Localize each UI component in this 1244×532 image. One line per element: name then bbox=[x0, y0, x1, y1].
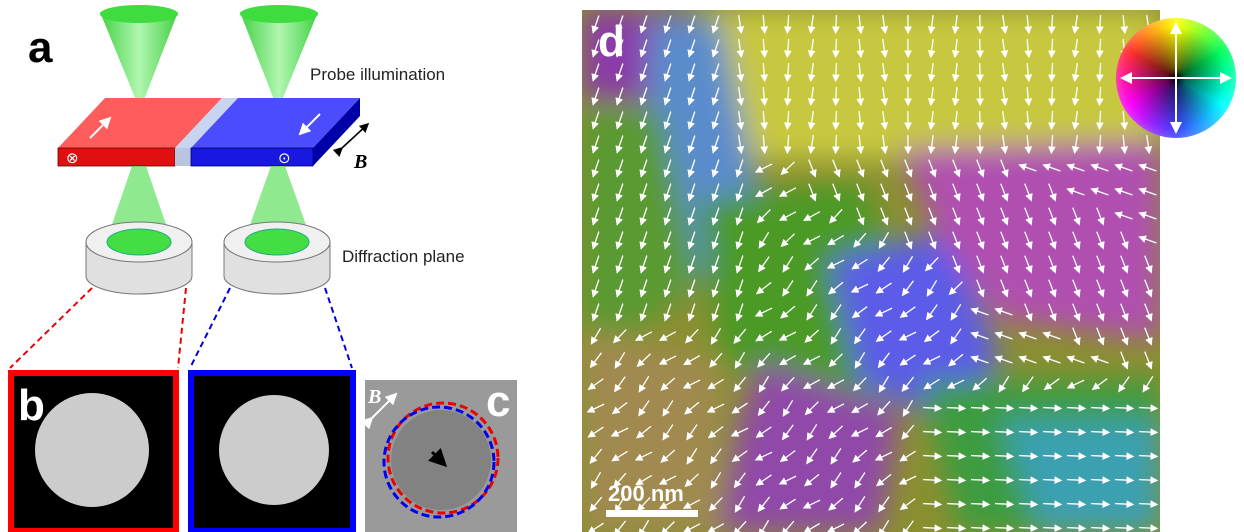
magnetization-arrow bbox=[971, 456, 989, 457]
magnetization-arrow bbox=[1091, 456, 1109, 457]
magnetization-arrow bbox=[995, 480, 1013, 481]
annotation: Probe illumination bbox=[310, 65, 445, 84]
field-label: B bbox=[367, 386, 381, 408]
magnetization-arrow bbox=[947, 432, 965, 433]
diffraction-disk bbox=[219, 395, 329, 505]
magnetization-arrow bbox=[1115, 528, 1133, 529]
magnetization-arrow bbox=[1043, 432, 1061, 433]
magnetization-arrow bbox=[947, 504, 965, 505]
magnetization-arrow bbox=[923, 504, 941, 505]
magnetization-arrow bbox=[836, 39, 837, 57]
magnetization-arrow bbox=[995, 408, 1013, 409]
magnetization-arrow bbox=[971, 504, 989, 505]
scale-bar-label: 200 nm bbox=[608, 481, 684, 506]
magnetization-arrow bbox=[1043, 528, 1061, 529]
magnetization-arrow bbox=[1139, 480, 1157, 481]
magnetization-arrow bbox=[1067, 480, 1085, 481]
magnetization-arrow bbox=[1067, 528, 1085, 529]
magnetization-arrow bbox=[836, 15, 837, 33]
magnetization-arrow bbox=[1139, 408, 1157, 409]
color-wheel bbox=[1116, 18, 1236, 138]
magnetization-arrow bbox=[1019, 528, 1037, 529]
magnetization-arrow bbox=[971, 480, 989, 481]
figure-canvas: a Probe illumination Diffraction plane B… bbox=[0, 0, 1244, 532]
magnetization-arrow bbox=[1115, 456, 1133, 457]
magnetization-arrow bbox=[995, 456, 1013, 457]
magnetization-arrow bbox=[1139, 456, 1157, 457]
magnetization-arrow bbox=[836, 135, 837, 153]
magnetization-arrow bbox=[971, 408, 989, 409]
magnetization-arrow bbox=[1043, 408, 1061, 409]
magnetization-arrow bbox=[1115, 432, 1133, 433]
magnetization-arrow bbox=[1091, 408, 1109, 409]
magnetization-arrow bbox=[1115, 408, 1133, 409]
annotation: Diffraction plane bbox=[342, 247, 465, 266]
magnetization-arrow bbox=[836, 87, 837, 105]
magnetization-arrow bbox=[947, 528, 965, 529]
magnetization-arrow bbox=[1019, 408, 1037, 409]
magnetization-arrow bbox=[923, 432, 941, 433]
panel-label: a bbox=[28, 23, 53, 72]
magnetization-arrow bbox=[1019, 432, 1037, 433]
magnetization-arrow bbox=[995, 504, 1013, 505]
magnetization-arrow bbox=[1091, 432, 1109, 433]
magnetization-arrow bbox=[947, 480, 965, 481]
magnetization-arrow bbox=[1091, 528, 1109, 529]
magnetization-arrow bbox=[1019, 504, 1037, 505]
magnetization-arrow bbox=[923, 480, 941, 481]
field-label: B bbox=[353, 151, 367, 173]
schematic bbox=[10, 5, 368, 368]
magnetization-arrow bbox=[995, 432, 1013, 433]
magnetization-arrow bbox=[1067, 504, 1085, 505]
magnetization-arrow bbox=[971, 528, 989, 529]
panel-label: b bbox=[18, 381, 45, 430]
magnetization-arrow bbox=[836, 63, 837, 81]
magnetization-arrow bbox=[1043, 456, 1061, 457]
magnetization-arrow bbox=[1091, 504, 1109, 505]
diffraction-disk bbox=[35, 393, 149, 507]
magnetization-arrow bbox=[1115, 480, 1133, 481]
magnetization-arrow bbox=[1139, 504, 1157, 505]
magnetization-arrow bbox=[1115, 504, 1133, 505]
domain-symbol: ⊗ bbox=[66, 150, 79, 167]
panel-label: d bbox=[598, 17, 625, 66]
scale-bar bbox=[606, 510, 698, 517]
magnetization-arrow bbox=[923, 528, 941, 529]
magnetization-arrow bbox=[1019, 456, 1037, 457]
magnetization-arrow bbox=[947, 456, 965, 457]
magnetization-arrow bbox=[947, 408, 965, 409]
magnetization-arrow bbox=[1139, 528, 1157, 529]
magnetization-arrow bbox=[971, 432, 989, 433]
magnetization-arrow bbox=[1067, 456, 1085, 457]
magnetization-arrow bbox=[1019, 480, 1037, 481]
magnetization-arrow bbox=[923, 456, 941, 457]
magnetization-arrow bbox=[923, 408, 941, 409]
magnetization-arrow bbox=[1043, 504, 1061, 505]
magnetization-arrow bbox=[1067, 408, 1085, 409]
domain-symbol: ⊙ bbox=[278, 150, 291, 167]
magnetization-map bbox=[582, 10, 1160, 532]
magnetization-arrow bbox=[1091, 480, 1109, 481]
magnetization-arrow bbox=[1043, 480, 1061, 481]
figure: a Probe illumination Diffraction plane B… bbox=[0, 0, 1244, 532]
magnetization-arrow bbox=[1139, 432, 1157, 433]
panel-label: c bbox=[486, 377, 510, 426]
magnetization-arrow bbox=[995, 528, 1013, 529]
magnetization-arrow bbox=[1067, 432, 1085, 433]
wheel-axes bbox=[1116, 18, 1236, 138]
magnetization-arrow bbox=[836, 111, 837, 129]
